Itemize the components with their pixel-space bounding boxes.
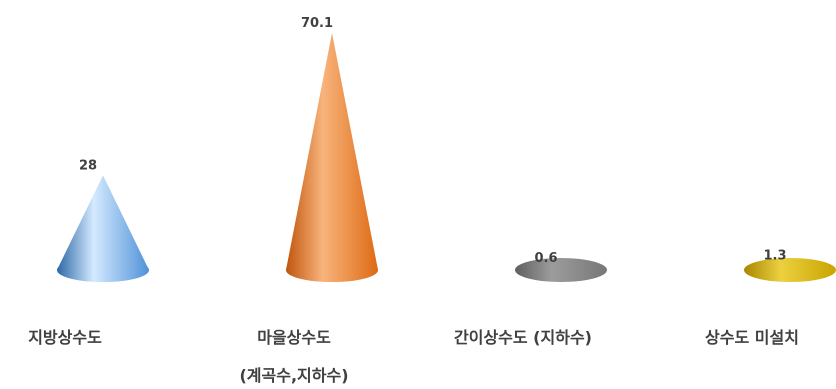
data-label-3: 1.3 bbox=[763, 249, 786, 264]
cone-base-3 bbox=[744, 258, 836, 282]
bar-3 bbox=[744, 258, 836, 282]
category-label-0-line-0: 지방상수도 bbox=[28, 328, 102, 347]
category-label-2: 간이상수도 (지하수) bbox=[454, 328, 592, 347]
bar-2 bbox=[515, 258, 607, 282]
category-label-3-line-0: 상수도 미설치 bbox=[705, 328, 799, 347]
bar-1 bbox=[286, 33, 378, 282]
cone-1 bbox=[286, 33, 378, 282]
data-label-0: 28 bbox=[79, 158, 97, 173]
data-label-2: 0.6 bbox=[534, 251, 557, 266]
category-label-1-line-0: 마을상수도 bbox=[257, 328, 331, 347]
cone-base-2 bbox=[515, 258, 607, 282]
bar-0 bbox=[57, 175, 149, 282]
data-label-1: 70.1 bbox=[301, 16, 333, 31]
category-label-3: 상수도 미설치 bbox=[705, 328, 799, 347]
category-label-2-line-0: 간이상수도 (지하수) bbox=[454, 328, 592, 347]
category-label-1: 마을상수도 (계곡수,지하수) bbox=[239, 328, 348, 385]
category-label-0: 지방상수도 bbox=[28, 328, 102, 347]
cone-0 bbox=[57, 175, 149, 282]
category-label-1-line-1: (계곡수,지하수) bbox=[239, 366, 348, 385]
